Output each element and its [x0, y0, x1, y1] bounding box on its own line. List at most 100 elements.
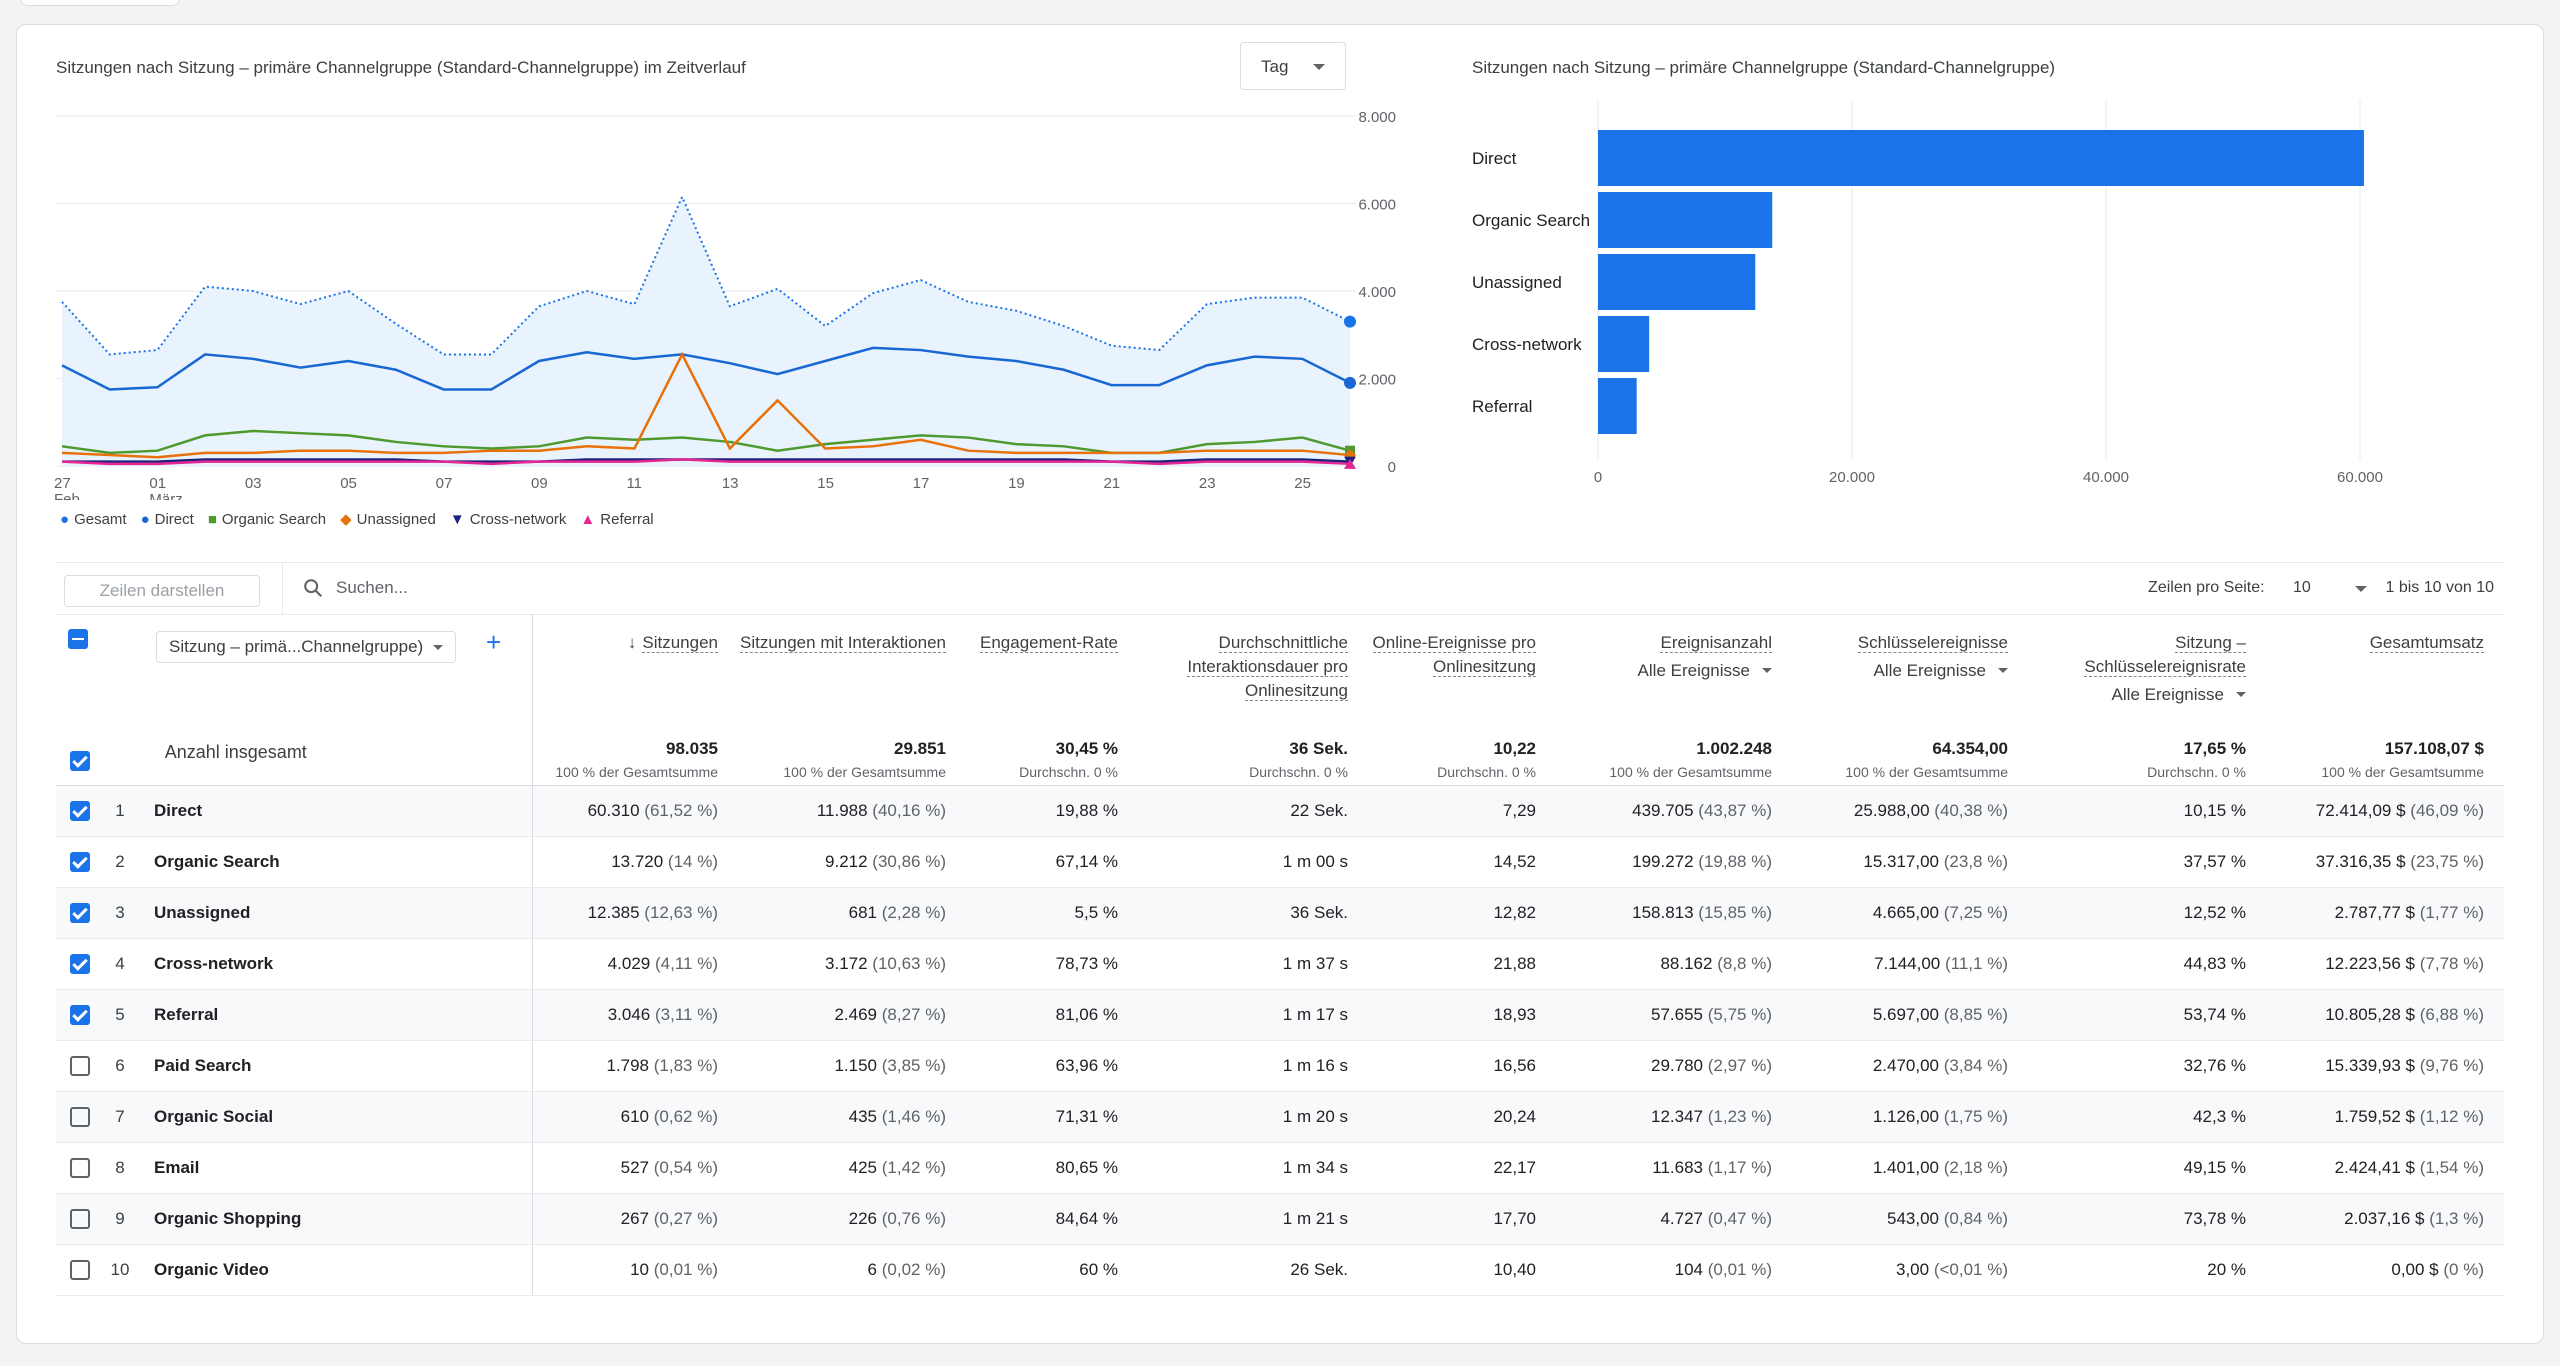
metric-cell: 10,40 — [1368, 1244, 1556, 1296]
column-header[interactable]: Ereignisanzahl Alle Ereignisse — [1556, 614, 1792, 733]
metric-share: (3,85 %) — [881, 1056, 946, 1075]
metric-cell: 71,31 % — [966, 1091, 1138, 1143]
rows-per-page-select[interactable]: 10 — [2293, 579, 2373, 597]
table-row[interactable]: 2 Organic Search 13.720 (14 %) 9.212 (30,86… — [56, 836, 2504, 888]
table-row[interactable]: 1 Direct 60.310 (61,52 %) 11.988 (40,16 %) 1… — [56, 785, 2504, 837]
legend-item[interactable]: ■ Organic Search — [208, 511, 326, 528]
table-row[interactable]: 9 Organic Shopping 267 (0,27 %) 226 (0,76 %… — [56, 1193, 2504, 1245]
chevron-down-icon — [2236, 692, 2246, 697]
x-tick-label: 03 — [245, 475, 262, 492]
bar[interactable] — [1598, 130, 2364, 186]
metric-value: 63,96 % — [1055, 1056, 1118, 1075]
bar[interactable] — [1598, 316, 1650, 372]
legend-item[interactable]: ● Direct — [141, 511, 194, 528]
metric-cell: 60 % — [966, 1244, 1138, 1296]
metric-share: (14 %) — [667, 852, 718, 871]
metric-value: 32,76 % — [2183, 1056, 2246, 1075]
top-tab-button[interactable] — [20, 0, 180, 6]
metric-cell: 226 (0,76 %) — [738, 1193, 966, 1245]
metric-share: (10,63 %) — [872, 954, 946, 973]
row-checkbox[interactable] — [70, 1209, 90, 1230]
row-checkbox[interactable] — [70, 1107, 90, 1128]
event-filter-dropdown[interactable]: Alle Ereignisse — [2028, 685, 2246, 705]
row-checkbox[interactable] — [70, 801, 90, 822]
x-tick-label: 09 — [531, 475, 548, 492]
metric-cell: 26 Sek. — [1138, 1244, 1368, 1296]
channel-name: Direct — [154, 800, 203, 820]
x-tick-label: 40.000 — [2083, 469, 2129, 486]
metric-value: 2.424,41 $ — [2334, 1158, 2416, 1177]
metric-value: 226 — [848, 1209, 878, 1228]
rows-display-button[interactable]: Zeilen darstellen — [64, 575, 260, 607]
column-header[interactable]: Sitzung – Schlüsselereignisrate Alle Erei… — [2028, 614, 2266, 733]
metric-cell: 19,88 % — [966, 785, 1138, 837]
metric-share: (11,1 %) — [1945, 954, 2008, 973]
dimension-selector[interactable]: Sitzung – primä...Channelgruppe) — [156, 631, 457, 663]
metric-share: (0,76 %) — [881, 1209, 946, 1228]
legend-label: Unassigned — [356, 510, 436, 528]
row-checkbox[interactable] — [70, 1005, 90, 1026]
table-row[interactable]: 7 Organic Social 610 (0,62 %) 435 (1,46 %) 7… — [56, 1091, 2504, 1143]
metric-value: 21,88 — [1493, 954, 1536, 973]
search-box[interactable]: Suchen... — [302, 577, 408, 599]
search-input[interactable]: Suchen... — [336, 578, 408, 597]
table-row[interactable]: 6 Paid Search 1.798 (1,83 %) 1.150 (3,85 %)… — [56, 1040, 2504, 1092]
metric-value: 425 — [848, 1158, 878, 1177]
legend-item[interactable]: ▼ Cross-network — [450, 511, 567, 528]
total-value: 64.354,00 — [1932, 739, 2008, 758]
row-checkbox[interactable] — [70, 1158, 90, 1179]
metric-cell: 37,57 % — [2028, 836, 2266, 888]
table-row[interactable]: 3 Unassigned 12.385 (12,63 %) 681 (2,28 %) 5… — [56, 887, 2504, 939]
row-checkbox[interactable] — [70, 903, 90, 924]
row-checkbox[interactable] — [70, 1056, 90, 1077]
column-header[interactable]: Schlüsselereignisse Alle Ereignisse — [1792, 614, 2028, 733]
column-header[interactable]: Online-Ereignisse pro Onlinesitzung — [1368, 614, 1556, 733]
row-checkbox[interactable] — [70, 954, 90, 975]
total-note: Durchschn. 0 % — [1249, 764, 1348, 780]
metric-value: 10.805,28 $ — [2325, 1005, 2416, 1024]
totals-checkbox[interactable] — [70, 751, 90, 771]
bar[interactable] — [1598, 378, 1637, 434]
channel-name: Paid Search — [154, 1055, 252, 1075]
column-header[interactable]: Durchschnittliche Interaktionsdauer pro … — [1138, 614, 1368, 733]
legend-item[interactable]: ◆ Unassigned — [340, 510, 436, 529]
legend-marker-icon: ◆ — [340, 511, 352, 528]
row-checkbox[interactable] — [70, 852, 90, 873]
x-tick-label: 13 — [722, 475, 739, 492]
table-row[interactable]: 10 Organic Video 10 (0,01 %) 6 (0,02 %) 60 %… — [56, 1244, 2504, 1296]
event-filter-dropdown[interactable]: Alle Ereignisse — [1792, 661, 2008, 681]
table-row[interactable]: 5 Referral 3.046 (3,11 %) 2.469 (8,27 %) 81,… — [56, 989, 2504, 1041]
column-header[interactable]: Sitzungen mit Interaktionen — [738, 614, 966, 733]
bar[interactable] — [1598, 192, 1773, 248]
legend-item[interactable]: ▲ Referral — [580, 511, 653, 528]
metric-share: (1,46 %) — [881, 1107, 946, 1126]
metric-share: (23,75 %) — [2410, 852, 2484, 871]
legend-item[interactable]: ● Gesamt — [60, 511, 127, 528]
table-row[interactable]: 8 Email 527 (0,54 %) 425 (1,42 %) 80,65 % 1 m… — [56, 1142, 2504, 1194]
metric-value: 1.126,00 — [1872, 1107, 1940, 1126]
column-header[interactable]: Engagement-Rate — [966, 614, 1138, 733]
metric-value: 199.272 — [1632, 852, 1694, 871]
metric-cell: 11.988 (40,16 %) — [738, 785, 966, 837]
column-header[interactable]: ↓ Sitzungen — [532, 614, 738, 733]
event-filter-dropdown[interactable]: Alle Ereignisse — [1556, 661, 1772, 681]
metric-share: (0,54 %) — [653, 1158, 718, 1177]
metric-share: (1,77 %) — [2419, 903, 2484, 922]
add-dimension-icon[interactable]: + — [486, 627, 502, 657]
metric-cell: 20,24 — [1368, 1091, 1556, 1143]
metric-share: (7,78 %) — [2419, 954, 2484, 973]
x-tick-label: 11 — [626, 475, 642, 492]
metric-share: (7,25 %) — [1943, 903, 2008, 922]
table-row[interactable]: 4 Cross-network 4.029 (4,11 %) 3.172 (10,63… — [56, 938, 2504, 990]
bar[interactable] — [1598, 254, 1756, 310]
metric-cell: 44,83 % — [2028, 938, 2266, 990]
granularity-dropdown[interactable]: Tag — [1240, 42, 1346, 90]
metric-cell: 425 (1,42 %) — [738, 1142, 966, 1194]
metric-value: 2.787,77 $ — [2334, 903, 2416, 922]
metric-value: 22,17 — [1493, 1158, 1536, 1177]
sort-arrow-icon: ↓ — [627, 633, 637, 652]
row-checkbox[interactable] — [70, 1260, 90, 1281]
column-header[interactable]: Gesamtumsatz — [2266, 614, 2504, 733]
select-all-checkbox[interactable] — [68, 629, 88, 649]
metric-cell: 0,00 $ (0 %) — [2266, 1244, 2504, 1296]
